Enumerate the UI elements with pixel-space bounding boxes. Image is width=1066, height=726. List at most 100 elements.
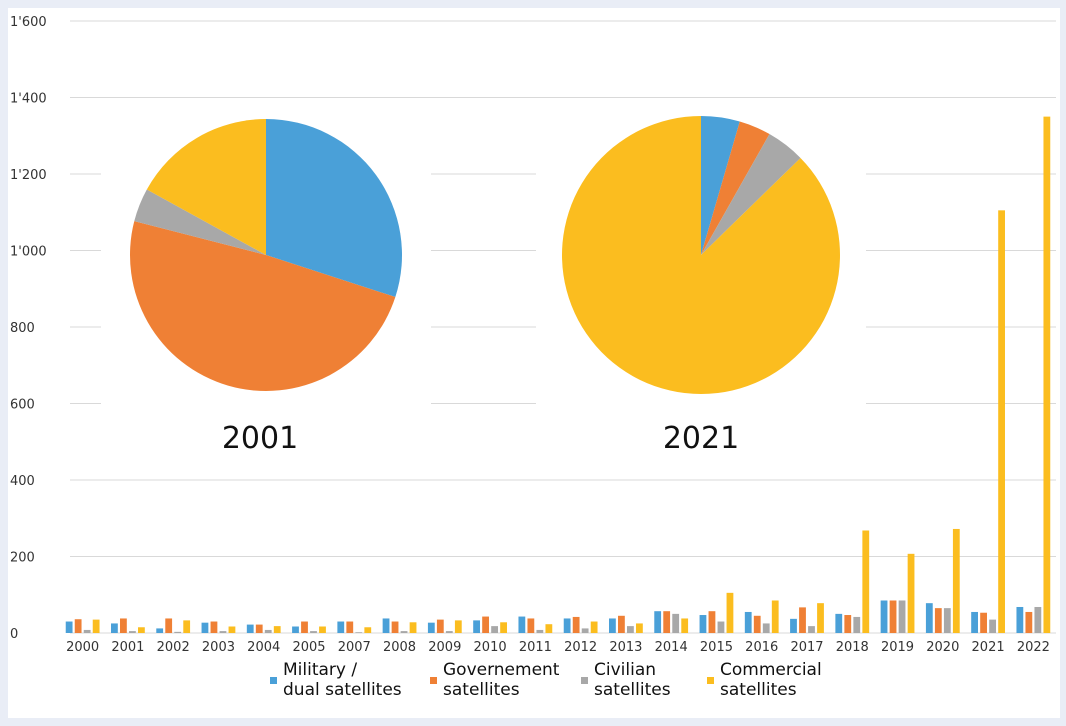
bar-2005-3 [319,626,326,633]
legend-swatch [270,677,277,684]
bar-2001-1 [120,618,127,633]
legend-label: Civilian [594,660,656,680]
bar-2022-2 [1034,606,1042,633]
bar-2013-1 [618,615,625,633]
bar-2015-3 [726,592,734,633]
bar-2002-0 [156,628,164,633]
x-tick-label: 2018 [836,640,869,655]
x-tick-label: 2011 [519,640,552,655]
bar-2015-2 [717,621,725,633]
bar-2022-0 [1016,606,1024,633]
x-tick-label: 2003 [202,640,235,655]
bar-2000-1 [74,619,82,633]
pie-slice-2 [134,189,266,255]
bar-2021-1 [980,612,987,633]
x-tick-label: 2019 [881,640,914,655]
bar-2002-2 [174,631,182,633]
bar-2018-1 [844,615,852,633]
pie-slice-3 [146,118,266,255]
x-axis-ticks: 2000 2001 2002 2003 2004 2005 2007 2008 2009 2010… [66,640,1050,655]
x-tick-label: 2008 [383,640,416,655]
y-tick-label: 0 [10,627,18,642]
bar-2018-3 [862,530,870,633]
y-tick-label: 400 [10,474,35,489]
bar-2007-2 [355,632,363,633]
y-tick-label: 200 [10,551,35,566]
pie-slice-1 [129,221,396,392]
bar-2010-2 [491,626,498,633]
bar-2014-1 [663,611,671,633]
legend-swatch [430,677,437,684]
bar-2015-1 [708,611,716,633]
y-tick-label: 1'600 [10,15,47,30]
bar-2016-0 [744,611,752,633]
bar-2019-0 [880,600,888,633]
bar-2003-2 [219,631,227,633]
bar-2018-0 [835,613,843,633]
x-tick-label: 2001 [111,640,144,655]
bar-2000-0 [65,621,73,633]
bar-2001-0 [111,623,118,633]
bar-2013-3 [636,623,643,633]
bar-2004-2 [264,629,272,633]
x-tick-label: 2002 [157,640,190,655]
x-tick-label: 2005 [292,640,325,655]
bar-2001-3 [138,627,145,633]
bar-2001-2 [129,631,136,633]
bar-2016-3 [771,600,779,633]
bar-2005-2 [310,631,317,633]
y-tick-label: 1'000 [10,245,47,260]
pie-chart-2001 [101,110,431,430]
x-tick-label: 2015 [700,640,733,655]
bar-2014-3 [681,618,689,633]
bar-2009-0 [427,622,435,633]
legend-label: Commercial [720,660,822,680]
x-tick-label: 2020 [926,640,959,655]
bar-2015-0 [699,615,707,633]
legend-label: Military / [283,660,357,680]
bar-2011-2 [536,629,544,633]
bar-2016-1 [753,615,761,633]
x-tick-label: 2017 [790,640,823,655]
bar-2013-2 [627,626,634,633]
y-axis-ticks: 0 200 400 600 800 1'000 1'200 1'400 1'600 [10,15,47,642]
legend-label: dual satellites [283,680,402,700]
x-tick-label: 2000 [66,640,99,655]
bar-2000-2 [83,629,91,633]
bar-2007-1 [346,621,354,633]
legend-swatch [581,677,588,684]
bar-2011-0 [518,616,526,633]
bar-2010-1 [482,616,489,633]
bar-2003-1 [210,621,218,633]
bar-2022-3 [1043,116,1051,633]
x-tick-label: 2012 [564,640,597,655]
bar-2012-0 [563,618,571,633]
bar-2004-0 [246,624,254,633]
x-tick-label: 2004 [247,640,280,655]
bar-2019-1 [889,600,897,633]
bar-2008-0 [382,618,390,633]
bar-2004-1 [255,624,263,633]
pie-2021-title: 2021 [663,421,739,456]
bar-2005-1 [301,621,308,633]
bar-2017-2 [808,626,815,633]
bar-2008-1 [391,621,399,633]
bar-2005-0 [292,626,299,633]
x-tick-label: 2021 [972,640,1005,655]
bar-2012-1 [572,616,580,633]
bar-2019-2 [898,600,906,633]
pie-slice-3 [562,116,841,395]
bar-2000-3 [92,619,100,633]
bar-2021-2 [989,619,996,633]
bar-2012-3 [590,621,598,633]
bar-2020-3 [952,528,960,633]
bar-2007-0 [337,621,345,633]
y-tick-label: 600 [10,398,35,413]
x-tick-label: 2016 [745,640,778,655]
bar-2002-3 [183,620,191,633]
bar-2002-1 [165,618,173,633]
bar-2018-2 [853,616,861,633]
bar-2014-2 [672,613,680,633]
bar-2009-3 [454,620,462,633]
